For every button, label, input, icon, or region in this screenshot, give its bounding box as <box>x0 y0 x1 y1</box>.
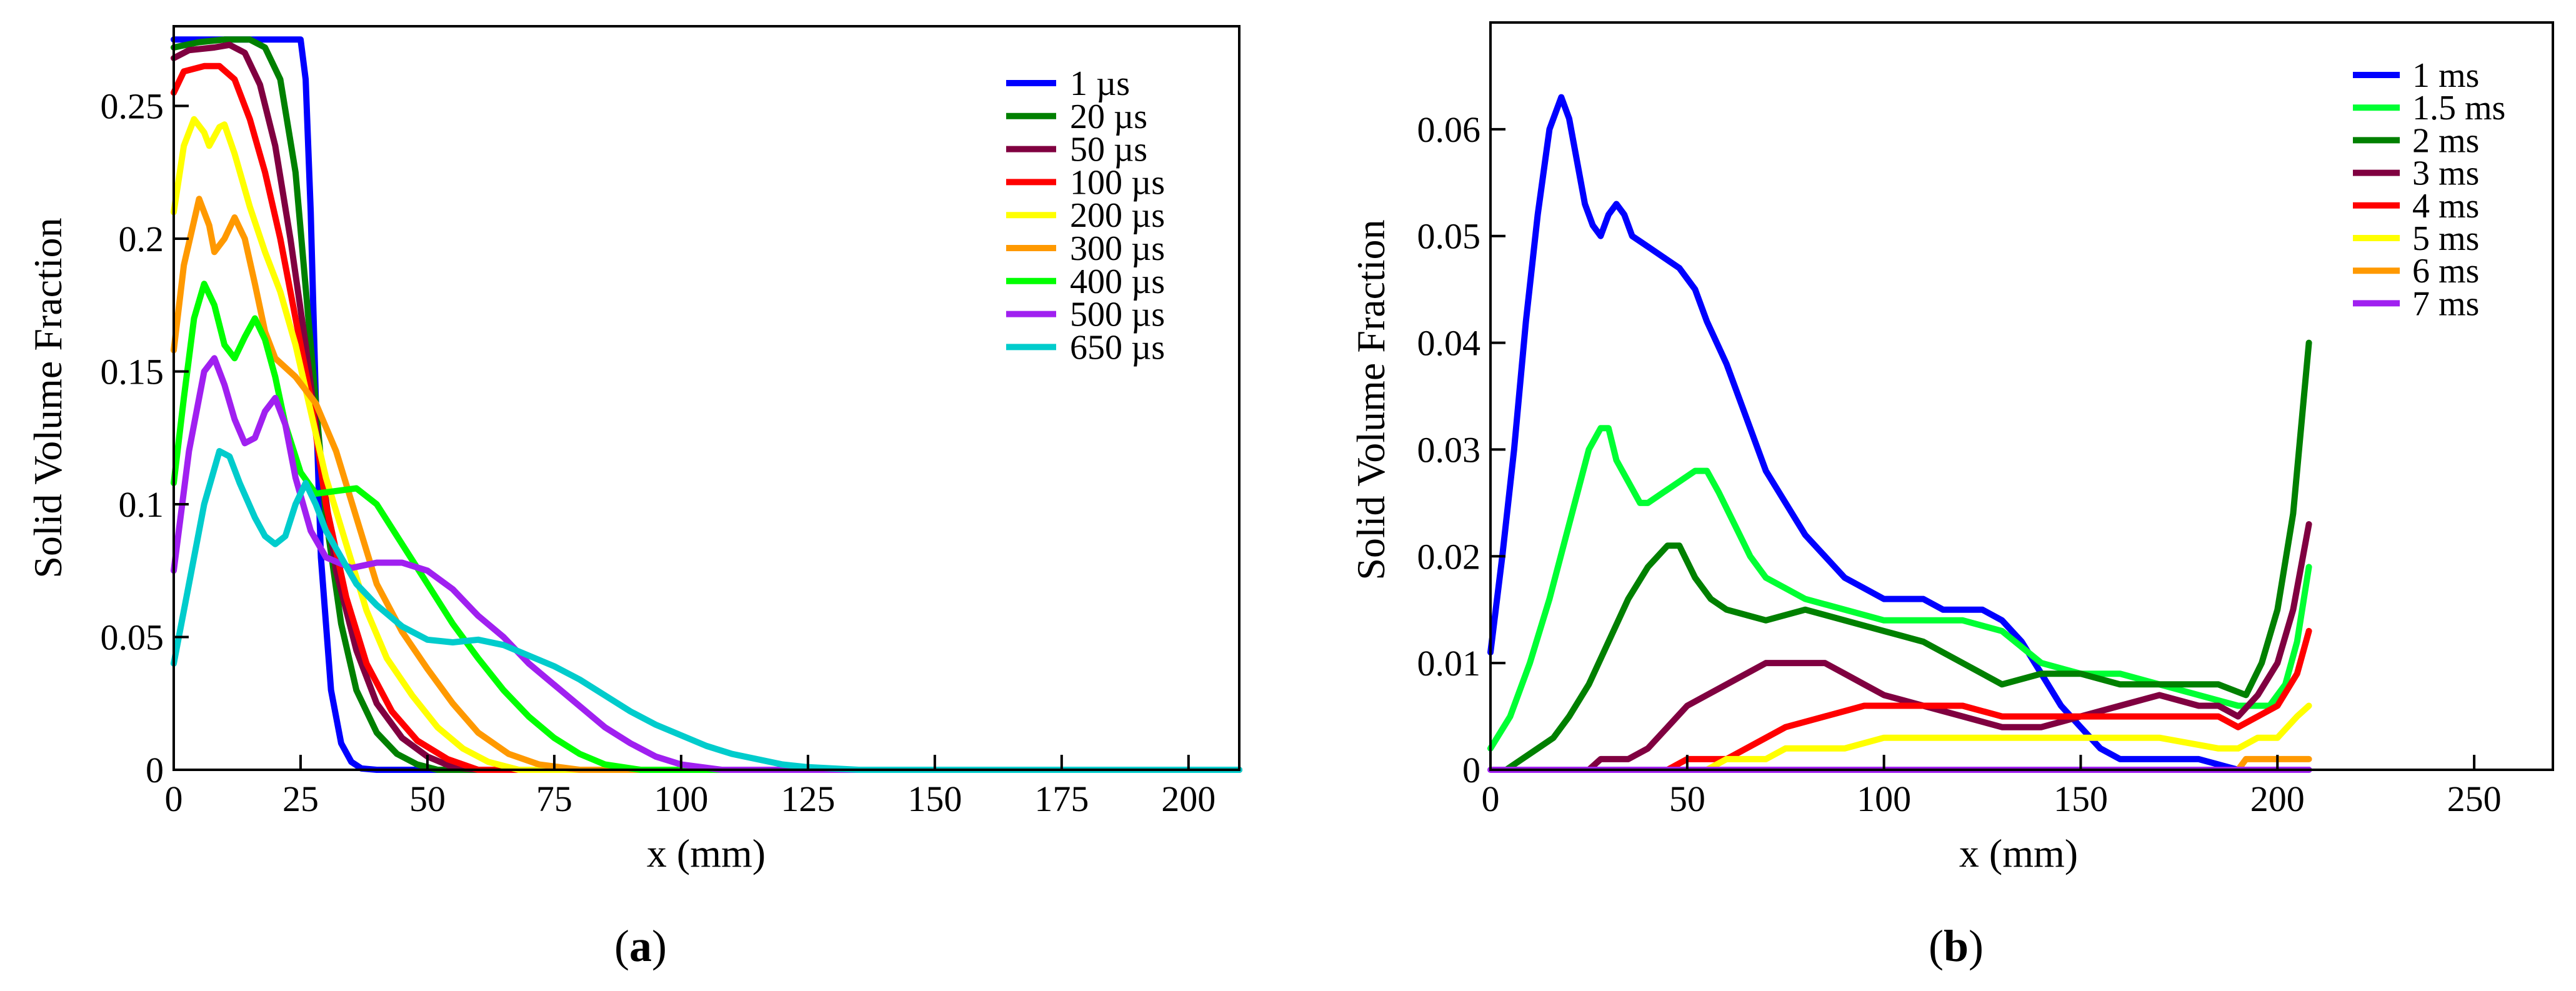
panel-b-legend-label: 7 ms <box>2412 284 2479 323</box>
panel-b-series-line-3 <box>1503 339 2312 773</box>
panel-b-legend-label: 1.5 ms <box>2412 89 2505 127</box>
panel-b-series-line-7 <box>2235 755 2312 773</box>
panel-a-y-axis-label: Solid Volume Fraction <box>26 217 70 578</box>
panel-b-caption: (b) <box>1929 921 1984 971</box>
panel-b-y-tick-label: 0.01 <box>1417 643 1481 684</box>
panel-b-series-line-1 <box>1487 94 2312 773</box>
panel-b-caption-letter: b <box>1944 921 1969 971</box>
panel-a-legend-label: 200 µs <box>1070 196 1165 235</box>
panel-a-legend-label: 500 µs <box>1070 296 1165 334</box>
panel-a-series-line-6 <box>171 196 1242 773</box>
panel-b-y-tick-label: 0.02 <box>1417 536 1481 577</box>
panel-b-legend: 1 ms1.5 ms2 ms3 ms4 ms5 ms6 ms7 ms <box>2353 56 2505 323</box>
panel-b: 0 50 100 150 200 250 0 0.01 0.02 0.03 0.04 0.05 0.06… <box>1349 21 2554 971</box>
panel-a-y-tick-label: 0.15 <box>101 352 164 392</box>
panel-b-plot-frame <box>1489 21 2554 771</box>
panel-b-x-axis-label: x (mm) <box>1959 831 2078 875</box>
panel-b-series-line-4 <box>1585 521 2312 773</box>
panel-a-legend-label: 100 µs <box>1070 163 1165 202</box>
panel-a-x-tick-label: 0 <box>165 779 183 819</box>
panel-b-y-tick-label: 0.03 <box>1417 429 1481 470</box>
panel-b-legend-label: 1 ms <box>2412 56 2479 95</box>
panel-a-series-line-5 <box>171 116 1242 773</box>
panel-a-caption: (a) <box>614 921 667 971</box>
panel-a-x-tick-label: 100 <box>654 779 708 819</box>
panel-a-x-tick-label: 200 <box>1161 779 1216 819</box>
panel-b-legend-label: 5 ms <box>2412 219 2479 258</box>
panel-b-y-tick-label: 0.05 <box>1417 216 1481 257</box>
panel-a: 0 25 50 75 100 125 150 175 200 0 0.05 0.1 0.15 0.2 0.2… <box>26 25 1242 971</box>
panel-a-y-tick-label: 0.1 <box>119 484 164 525</box>
panel-a-series-line-9 <box>171 448 1242 773</box>
panel-b-legend-label: 2 ms <box>2412 121 2479 160</box>
panel-b-legend-label: 6 ms <box>2412 252 2479 291</box>
panel-a-x-tick-label: 125 <box>781 779 835 819</box>
panel-b-caption-close: ) <box>1969 921 1984 971</box>
panel-a-caption-open: ( <box>614 921 629 971</box>
panel-a-legend-label: 300 µs <box>1070 229 1165 268</box>
panel-a-x-tick-label: 175 <box>1034 779 1089 819</box>
panel-a-y-tick-label: 0.05 <box>101 617 164 658</box>
panel-b-x-tick-label: 200 <box>2250 779 2305 819</box>
panel-b-legend-label: 3 ms <box>2412 154 2479 193</box>
panel-a-series-line-8 <box>171 355 1242 773</box>
panel-a-x-tick-label: 75 <box>536 779 572 819</box>
panel-a-y-tick-label: 0.25 <box>101 86 164 127</box>
panel-a-x-tick-label: 150 <box>907 779 962 819</box>
panel-a-x-axis-label: x (mm) <box>647 831 766 875</box>
panel-b-series-group <box>1487 94 2312 773</box>
panel-b-x-tick-label: 50 <box>1669 779 1705 819</box>
panel-b-x-tick-label: 150 <box>2054 779 2108 819</box>
panel-a-legend-label: 50 µs <box>1070 131 1147 169</box>
panel-a-legend-label: 20 µs <box>1070 97 1147 136</box>
panel-a-caption-letter: a <box>629 921 652 971</box>
panel-a-x-tick-label: 25 <box>282 779 319 819</box>
panel-a-y-tick-label: 0 <box>146 750 164 790</box>
panel-b-x-tick-label: 100 <box>1857 779 1911 819</box>
panel-b-y-tick-label: 0.04 <box>1417 323 1481 364</box>
panel-a-plot-frame <box>172 25 1241 771</box>
panel-a-x-tick-label: 50 <box>409 779 446 819</box>
panel-a-legend-label: 650 µs <box>1070 328 1165 367</box>
panel-b-y-axis-label: Solid Volume Fraction <box>1349 219 1393 580</box>
panel-a-legend-label: 400 µs <box>1070 262 1165 301</box>
panel-a-legend-label: 1 µs <box>1070 64 1130 103</box>
panel-b-y-tick-label: 0 <box>1462 750 1480 790</box>
panel-b-legend-label: 4 ms <box>2412 187 2479 226</box>
panel-b-y-tick-label: 0.06 <box>1417 109 1481 150</box>
panel-b-ticks: 0 50 100 150 200 250 0 0.01 0.02 0.03 0.04 0.05 0.06 <box>1417 109 2502 819</box>
panel-a-series-line-7 <box>171 281 1242 773</box>
panel-a-y-tick-label: 0.2 <box>119 219 164 259</box>
panel-a-ticks: 0 25 50 75 100 125 150 175 200 0 0.05 0.1 0.15 0.2 0.2… <box>101 86 1216 820</box>
panel-a-caption-close: ) <box>652 921 667 971</box>
panel-b-x-tick-label: 0 <box>1482 779 1500 819</box>
panel-b-series-line-5 <box>1664 627 2312 773</box>
panel-b-caption-open: ( <box>1929 921 1944 971</box>
panel-b-x-tick-label: 250 <box>2447 779 2502 819</box>
panel-b-series-line-6 <box>1704 702 2312 773</box>
panel-a-series-line-4 <box>171 62 1242 773</box>
panel-a-series-group <box>171 36 1242 773</box>
